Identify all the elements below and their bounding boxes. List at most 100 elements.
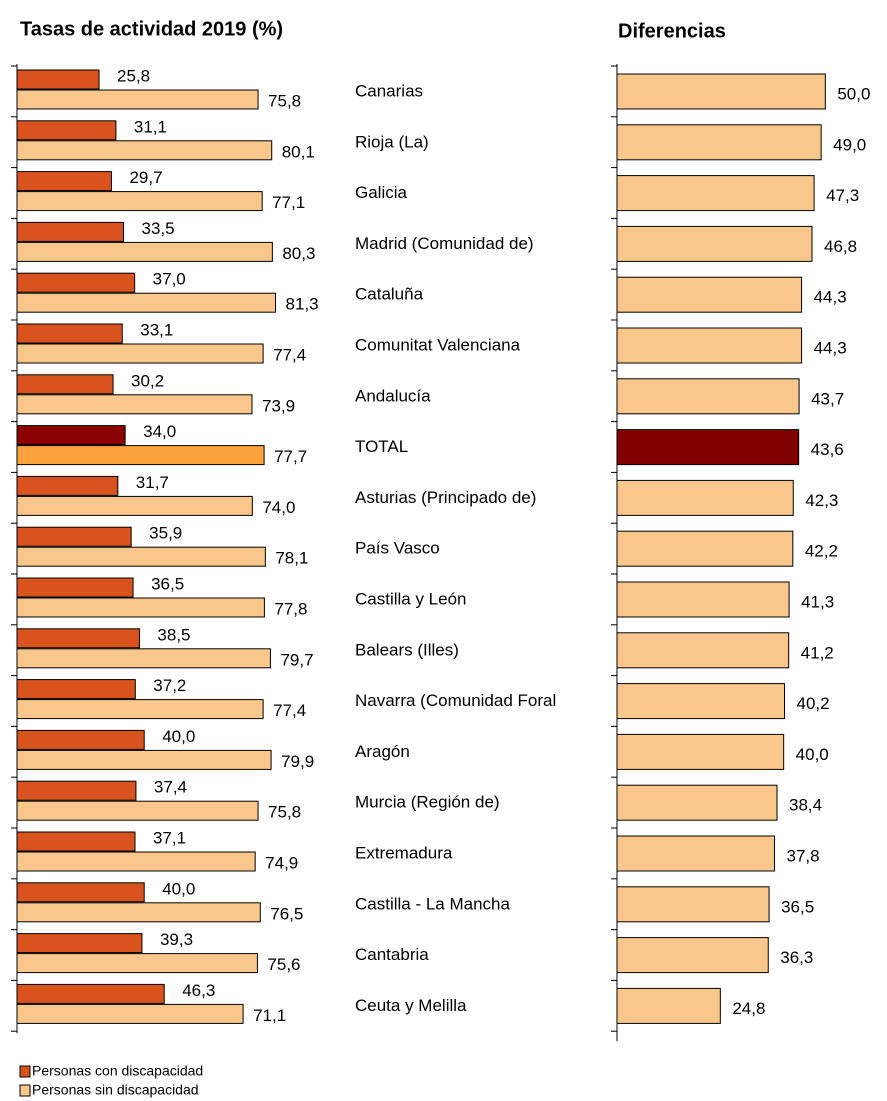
category-label: Cantabria xyxy=(355,945,429,964)
data-label: 40,0 xyxy=(162,727,195,746)
bar xyxy=(16,171,112,192)
data-label: 75,8 xyxy=(268,803,301,822)
data-label: 38,4 xyxy=(789,796,822,815)
data-label: 46,8 xyxy=(824,237,857,256)
bar xyxy=(16,526,132,547)
data-label: 80,1 xyxy=(282,142,315,161)
bar xyxy=(16,445,265,466)
data-label: 81,3 xyxy=(286,295,319,314)
bar xyxy=(616,530,794,567)
legend-label: Personas con discapacidad xyxy=(32,1063,203,1079)
data-label: 34,0 xyxy=(143,422,176,441)
bar xyxy=(616,175,815,212)
data-label: 29,7 xyxy=(129,168,162,187)
data-label: 38,5 xyxy=(157,625,190,644)
category-label: Aragón xyxy=(355,742,410,761)
data-label: 44,3 xyxy=(814,288,847,307)
category-label: Comunitat Valenciana xyxy=(355,335,521,354)
bar xyxy=(16,272,136,293)
bar xyxy=(16,679,136,700)
category-label: Castilla - La Mancha xyxy=(355,894,511,913)
bar xyxy=(16,628,140,649)
data-label: 50,0 xyxy=(837,84,870,103)
data-label: 36,5 xyxy=(781,897,814,916)
category-label: Murcia (Región de) xyxy=(355,793,500,812)
bar xyxy=(616,276,803,313)
category-label: Madrid (Comunidad de) xyxy=(355,234,534,253)
bar xyxy=(16,89,259,110)
data-label: 37,8 xyxy=(787,846,820,865)
data-label: 78,1 xyxy=(275,549,308,568)
category-label: Castilla y León xyxy=(355,589,467,608)
data-label: 79,9 xyxy=(281,752,314,771)
data-label: 37,2 xyxy=(153,676,186,695)
data-label: 37,0 xyxy=(153,270,186,289)
legend-label: Personas sin discapacidad xyxy=(32,1082,199,1098)
category-label: Navarra (Comunidad Foral xyxy=(355,691,556,710)
data-label: 40,0 xyxy=(162,879,195,898)
bar xyxy=(16,902,261,923)
bar xyxy=(16,729,145,750)
data-label: 36,3 xyxy=(780,948,813,967)
bar xyxy=(16,221,125,242)
bar xyxy=(16,191,263,212)
data-label: 76,5 xyxy=(270,904,303,923)
data-label: 77,8 xyxy=(274,599,307,618)
data-label: 42,3 xyxy=(805,491,838,510)
data-label: 40,0 xyxy=(796,745,829,764)
data-label: 42,2 xyxy=(805,542,838,561)
bar xyxy=(16,374,114,395)
bar xyxy=(16,648,271,669)
bar xyxy=(616,327,803,364)
bar xyxy=(16,292,277,313)
data-label: 74,9 xyxy=(265,853,298,872)
bar xyxy=(616,225,813,262)
bar xyxy=(16,140,273,161)
bar xyxy=(616,73,826,110)
data-label: 41,3 xyxy=(801,592,834,611)
category-label: Rioja (La) xyxy=(355,132,429,151)
bar xyxy=(616,937,769,974)
category-label: Ceuta y Melilla xyxy=(355,996,467,1015)
bar xyxy=(16,1003,244,1024)
category-label: Balears (Illes) xyxy=(355,640,459,659)
bar xyxy=(16,983,165,1004)
bar xyxy=(16,495,253,516)
data-label: 43,7 xyxy=(811,389,844,408)
bar xyxy=(16,241,273,262)
chart-title: Tasas de actividad 2019 (%) xyxy=(20,18,283,40)
bar xyxy=(616,581,790,618)
data-label: 30,2 xyxy=(131,371,164,390)
category-label: País Vasco xyxy=(355,539,440,558)
bar xyxy=(16,425,126,446)
bar xyxy=(616,124,822,161)
bar xyxy=(16,800,259,821)
bar xyxy=(16,831,136,852)
data-label: 39,3 xyxy=(160,930,193,949)
data-label: 46,3 xyxy=(182,981,215,1000)
bar xyxy=(16,546,266,567)
bar xyxy=(616,429,800,466)
data-label: 79,7 xyxy=(280,650,313,669)
data-label: 40,2 xyxy=(797,694,830,713)
bar xyxy=(16,69,100,90)
data-label: 44,3 xyxy=(814,338,847,357)
bar xyxy=(16,475,119,496)
data-label: 73,9 xyxy=(262,396,295,415)
category-label: Cataluña xyxy=(355,285,424,304)
data-label: 75,8 xyxy=(268,91,301,110)
legend-swatch xyxy=(19,1065,31,1078)
chart-title: Diferencias xyxy=(618,20,726,42)
data-label: 75,6 xyxy=(267,955,300,974)
data-label: 80,3 xyxy=(282,244,315,263)
bar xyxy=(16,577,134,598)
data-label: 77,1 xyxy=(272,193,305,212)
data-label: 33,5 xyxy=(142,219,175,238)
data-label: 49,0 xyxy=(833,135,866,154)
data-label: 35,9 xyxy=(149,524,182,543)
bar xyxy=(16,394,253,415)
data-label: 77,4 xyxy=(273,345,306,364)
bar xyxy=(616,733,785,770)
bar xyxy=(616,886,770,923)
